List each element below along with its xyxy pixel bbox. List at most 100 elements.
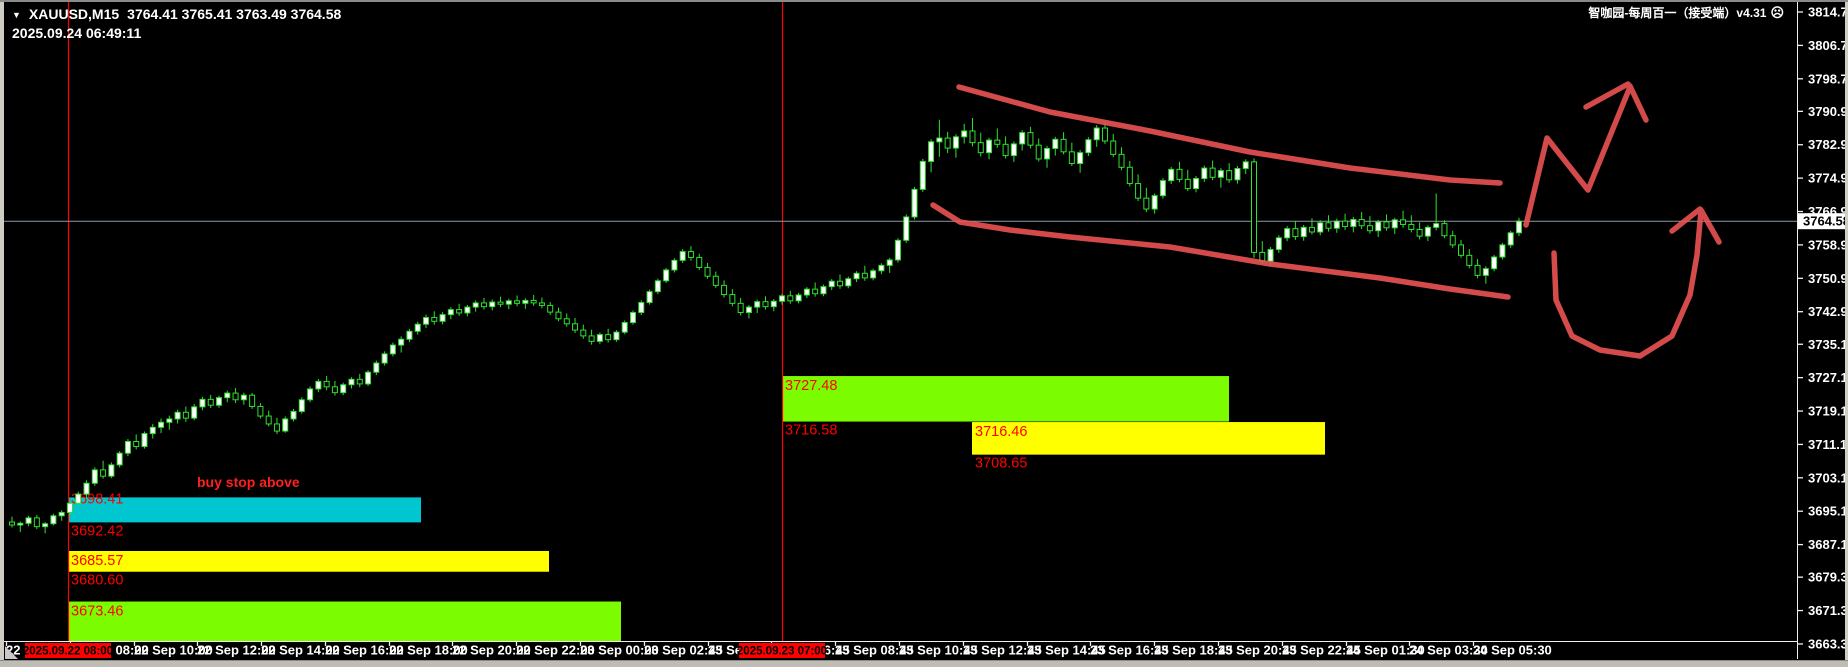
candle-body [133, 441, 140, 448]
candle-body [663, 269, 670, 282]
candle-body [861, 272, 868, 279]
candle-body [1366, 225, 1373, 232]
candle-body [1077, 152, 1084, 165]
candle-body [630, 312, 636, 324]
arrow-up-ucurve[interactable] [1551, 208, 1704, 359]
candle-body [737, 302, 744, 314]
candle-body [928, 141, 935, 162]
arrow-up-ucurve-head[interactable] [1698, 207, 1722, 245]
zone-yellow-mid[interactable] [972, 422, 1325, 455]
current-price-badge [1798, 213, 1847, 230]
candle-body [1193, 178, 1200, 190]
candle-body [687, 251, 694, 258]
ohlc-quote-label: 3764.41 3765.41 3763.49 3764.58 [127, 6, 342, 22]
candle-body [1358, 218, 1365, 227]
candle-body [870, 270, 877, 279]
price-axis[interactable]: 3814.70 3806.70 3798.70 3790.90 3782.90 3774.… [1797, 5, 1848, 652]
candle-body [696, 256, 703, 268]
candle-body [1217, 170, 1224, 178]
price-zones[interactable]: 3698.41 3692.42 3685.57 3680.60 3673.46 3727.… [68, 376, 1325, 641]
zone-cyan-buystop[interactable] [68, 497, 421, 523]
zone-green-mid[interactable] [782, 376, 1229, 422]
candle-body [1060, 138, 1067, 153]
candle-body [977, 142, 984, 154]
candle-body [406, 330, 413, 340]
candle-body [108, 464, 115, 477]
candle-body [398, 338, 405, 346]
time-tick-label: 22 Sep 18:00 [389, 643, 468, 658]
time-tick-label: 24 Sep 01:30 [1346, 643, 1425, 658]
candle-body [25, 517, 32, 524]
candle-body [1317, 222, 1324, 233]
vertical-time-lines[interactable] [67, 2, 784, 641]
candle-body [1375, 221, 1382, 232]
candle-body [1515, 220, 1522, 234]
candle-body [605, 334, 612, 341]
arrow-up-zigzag-head[interactable] [1627, 83, 1649, 123]
candle-body [323, 380, 330, 388]
zone-yellow-left[interactable] [68, 550, 549, 572]
price-tick-label: 3758.90 [1808, 237, 1848, 252]
candle-body [199, 398, 206, 408]
candle-body [42, 523, 49, 528]
candle-body [489, 301, 496, 308]
window-frame-right [1845, 0, 1848, 667]
candle-body [17, 522, 24, 526]
candle-body [1176, 168, 1183, 180]
arrow-up-ucurve-head[interactable] [1669, 206, 1703, 234]
price-tick-label: 3711.10 [1808, 437, 1848, 452]
timestamp-highlight: 2025.09.23 07:00 [737, 643, 827, 658]
chevron-down-icon[interactable]: ▼ [12, 10, 21, 20]
timestamp-highlight-box [25, 643, 111, 658]
indicator-watermark: 智咖园-每周百一（接受端）v4.31 ☹ [1588, 4, 1784, 21]
time-tick-label: 23 Sep 20:45 [1218, 643, 1297, 658]
candle-body [994, 139, 1001, 145]
candle-body [1002, 143, 1009, 157]
candle-body [522, 299, 529, 304]
buy-stop-annotation[interactable]: buy stop above [197, 474, 300, 490]
candle-body [961, 130, 968, 138]
time-tick-label: 22 Sep 12:00 [197, 643, 276, 658]
candle-body [265, 415, 272, 425]
candle-body [373, 362, 380, 373]
candle-body [83, 482, 90, 495]
candle-body [1333, 220, 1340, 229]
candle-body [514, 300, 521, 304]
channel-lower-line[interactable] [930, 202, 1511, 300]
arrow-up-zigzag[interactable] [1523, 84, 1633, 228]
candle-body [1507, 232, 1514, 246]
candle-body [33, 517, 40, 528]
candle-body [828, 280, 835, 288]
candle-body [9, 521, 15, 526]
candle-body [249, 394, 256, 407]
channel-upper-line[interactable] [956, 84, 1503, 186]
candle-body [1350, 218, 1357, 228]
scroll-start-triangle-icon[interactable] [5, 646, 18, 659]
candle-body [1466, 254, 1473, 266]
price-tick-label: 3782.90 [1808, 137, 1848, 152]
price-tick-label: 3687.10 [1808, 537, 1848, 552]
candle-body [952, 136, 959, 149]
candle-body [356, 378, 363, 385]
candle-body [936, 137, 943, 143]
candle-body [141, 433, 148, 448]
candle-body [704, 266, 711, 277]
arrow-up-zigzag-head[interactable] [1583, 81, 1631, 110]
candle-body [1209, 167, 1216, 178]
price-tick-label: 3790.90 [1808, 104, 1848, 119]
current-price-badge-label: 3764.58 [1803, 214, 1848, 229]
candle-body [1267, 249, 1274, 262]
zone-green-left[interactable] [68, 601, 621, 641]
candle-body [182, 411, 189, 419]
candle-body [1242, 161, 1249, 170]
drawn-annotations[interactable] [930, 81, 1722, 359]
candle-body [1118, 153, 1125, 168]
candle-body [273, 423, 280, 432]
candle-body [340, 384, 347, 394]
candle-body [505, 300, 512, 305]
time-tick-label: 23 Sep 18:45 [1154, 643, 1233, 658]
candle-body [1300, 226, 1307, 238]
candle-body [116, 452, 123, 466]
